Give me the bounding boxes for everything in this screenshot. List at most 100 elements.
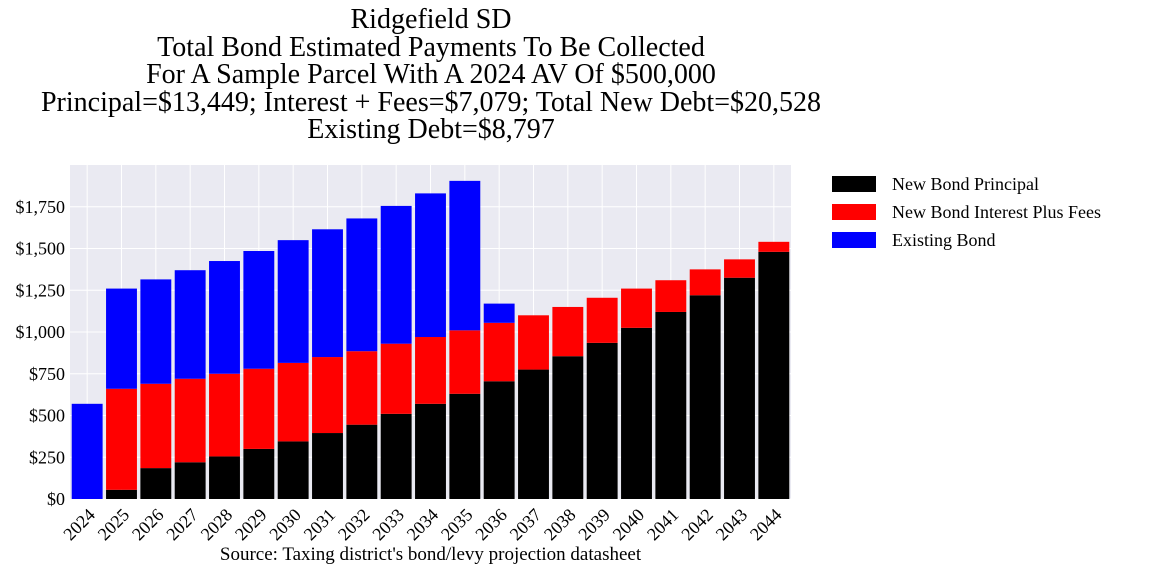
x-tick-label: 2027 <box>162 505 202 545</box>
x-tick-label: 2037 <box>506 505 546 545</box>
bar-segment-new-bond-interest-plus-fees-2025 <box>106 388 137 490</box>
x-tick-label: 2029 <box>231 505 271 545</box>
legend: New Bond Principal New Bond Interest Plu… <box>832 170 1101 254</box>
legend-item-existing-bond: Existing Bond <box>832 226 1101 254</box>
bar-segment-existing-bond-2033 <box>380 205 412 344</box>
bar-segment-existing-bond-2029 <box>243 251 275 369</box>
bar-segment-new-bond-principal-2043 <box>724 277 755 499</box>
title-line-4: Principal=$13,449; Interest + Fees=$7,07… <box>40 86 822 118</box>
bar-segment-new-bond-principal-2041 <box>655 311 687 499</box>
x-tick-label: 2043 <box>712 505 752 545</box>
x-tick-label: 2040 <box>609 505 649 545</box>
bar-segment-existing-bond-2036 <box>483 303 515 323</box>
bar-segment-new-bond-principal-2025 <box>106 489 137 499</box>
bar-segment-new-bond-interest-plus-fees-2027 <box>174 378 206 463</box>
bar-segment-new-bond-principal-2044 <box>758 251 790 499</box>
x-tick-label: 2041 <box>643 505 683 545</box>
legend-swatch-black <box>832 176 876 192</box>
y-tick-label: $1,000 <box>16 322 66 342</box>
bar-segment-new-bond-principal-2039 <box>586 342 618 499</box>
bar-segment-new-bond-interest-plus-fees-2026 <box>140 383 172 469</box>
x-tick-label: 2036 <box>471 505 511 545</box>
bar-segment-new-bond-interest-plus-fees-2038 <box>552 306 584 357</box>
bar-segment-new-bond-principal-2038 <box>552 356 584 499</box>
bar-segment-new-bond-interest-plus-fees-2032 <box>346 351 378 425</box>
bar-segment-new-bond-interest-plus-fees-2035 <box>449 330 481 394</box>
bar-segment-new-bond-interest-plus-fees-2037 <box>518 315 549 370</box>
bar-segment-new-bond-principal-2037 <box>518 369 549 499</box>
y-tick-label: $1,500 <box>16 239 66 259</box>
bar-segment-new-bond-interest-plus-fees-2044 <box>758 241 790 252</box>
bar-segment-new-bond-interest-plus-fees-2043 <box>724 259 755 278</box>
bar-segment-new-bond-interest-plus-fees-2040 <box>621 288 652 328</box>
legend-swatch-red <box>832 204 876 220</box>
bar-segment-new-bond-interest-plus-fees-2036 <box>483 322 515 382</box>
bar-segment-existing-bond-2025 <box>106 288 137 389</box>
x-tick-label: 2032 <box>334 505 374 545</box>
bar-segment-existing-bond-2031 <box>312 229 343 358</box>
bar-segment-new-bond-principal-2026 <box>140 468 172 499</box>
x-tick-label: 2031 <box>300 505 340 545</box>
bar-segment-existing-bond-2027 <box>174 270 206 379</box>
bar-segment-new-bond-principal-2027 <box>174 462 206 499</box>
x-tick-label: 2035 <box>437 505 477 545</box>
x-axis-tick-labels: 2024202520262027202820292030203120322033… <box>59 505 785 545</box>
bar-segment-new-bond-principal-2031 <box>312 433 343 499</box>
bar-segment-existing-bond-2034 <box>415 193 446 338</box>
y-tick-label: $500 <box>29 406 65 426</box>
legend-item-new-bond-interest: New Bond Interest Plus Fees <box>832 198 1101 226</box>
bar-segment-new-bond-interest-plus-fees-2028 <box>209 373 240 457</box>
bar-segment-new-bond-interest-plus-fees-2034 <box>415 337 446 404</box>
title-line-2: Total Bond Estimated Payments To Be Coll… <box>157 31 705 63</box>
title-line-1: Ridgefield SD <box>350 4 512 35</box>
legend-label: Existing Bond <box>892 229 996 250</box>
chart-title: Ridgefield SD Total Bond Estimated Payme… <box>0 6 862 144</box>
y-tick-label: $250 <box>29 447 65 467</box>
y-tick-label: $1,250 <box>16 280 66 300</box>
legend-label: New Bond Principal <box>892 173 1039 194</box>
x-tick-label: 2042 <box>677 505 717 545</box>
y-tick-label: $750 <box>29 364 65 384</box>
y-tick-label: $1,750 <box>16 197 66 217</box>
legend-swatch-blue <box>832 232 876 248</box>
x-tick-label: 2024 <box>59 505 99 545</box>
x-tick-label: 2030 <box>265 505 305 545</box>
title-line-3: For A Sample Parcel With A 2024 AV Of $5… <box>146 59 716 90</box>
bar-segment-existing-bond-2028 <box>209 261 240 374</box>
x-tick-label: 2026 <box>128 505 168 545</box>
title-line-5: Existing Debt=$8,797 <box>307 114 555 145</box>
source-note: Source: Taxing district's bond/levy proj… <box>219 544 642 565</box>
bar-segment-new-bond-principal-2034 <box>415 403 446 499</box>
bar-segment-new-bond-principal-2036 <box>483 381 515 499</box>
bar-segment-new-bond-interest-plus-fees-2029 <box>243 368 275 449</box>
x-tick-label: 2039 <box>574 505 614 545</box>
x-tick-label: 2044 <box>746 505 786 545</box>
x-tick-label: 2034 <box>403 505 443 545</box>
x-tick-label: 2033 <box>368 505 408 545</box>
bar-segment-new-bond-principal-2033 <box>380 413 412 499</box>
x-tick-label: 2028 <box>197 505 237 545</box>
bars <box>71 180 790 499</box>
bar-segment-new-bond-principal-2030 <box>277 441 309 499</box>
y-axis-tick-labels: $0 $250 $500 $750 $1,000 $1,250 $1,500 $1,750 <box>16 197 66 509</box>
bar-segment-new-bond-principal-2029 <box>243 448 275 499</box>
bar-segment-existing-bond-2035 <box>449 180 481 331</box>
bar-segment-new-bond-principal-2035 <box>449 393 481 499</box>
bar-segment-new-bond-interest-plus-fees-2039 <box>586 297 618 343</box>
bar-segment-existing-bond-2032 <box>346 218 378 352</box>
bar-segment-existing-bond-2026 <box>140 279 172 384</box>
bar-segment-new-bond-interest-plus-fees-2041 <box>655 280 687 312</box>
bar-segment-existing-bond-2024 <box>71 403 103 499</box>
x-tick-label: 2038 <box>540 505 580 545</box>
x-tick-label: 2025 <box>94 505 134 545</box>
bar-segment-new-bond-interest-plus-fees-2042 <box>689 269 721 296</box>
y-tick-label: $0 <box>47 489 65 509</box>
bar-segment-existing-bond-2030 <box>277 240 309 363</box>
bar-segment-new-bond-principal-2040 <box>621 327 652 499</box>
legend-item-new-bond-principal: New Bond Principal <box>832 170 1101 198</box>
bar-segment-new-bond-principal-2032 <box>346 424 378 499</box>
bar-segment-new-bond-interest-plus-fees-2033 <box>380 343 412 414</box>
bar-segment-new-bond-interest-plus-fees-2030 <box>277 362 309 442</box>
bar-segment-new-bond-interest-plus-fees-2031 <box>312 357 343 434</box>
